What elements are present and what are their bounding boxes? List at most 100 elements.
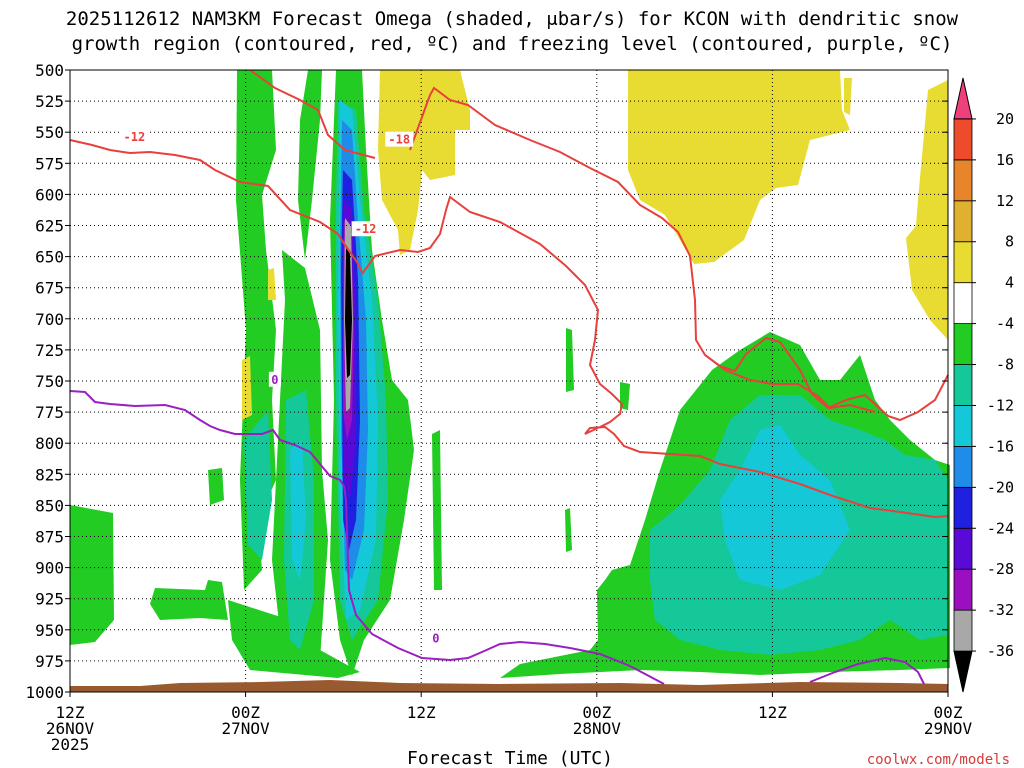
colorbar-label: -16	[987, 437, 1014, 455]
chart-title-line-1: 2025112612 NAM3KM Forecast Omega (shaded…	[66, 8, 959, 30]
freezing-contour-line	[69, 390, 665, 685]
x-tick-label: 12Z	[758, 703, 787, 722]
x-tick-label: 00Z 28NOV	[573, 703, 622, 738]
colorbar-swatch	[953, 241, 973, 284]
y-tick-label: 550	[35, 123, 64, 142]
freezing-level-contours	[69, 390, 925, 685]
colorbar-swatch	[953, 159, 973, 202]
omega-region	[208, 468, 224, 505]
y-tick-label: 500	[35, 61, 64, 80]
colorbar-swatch	[953, 118, 973, 161]
colorbar-label: -36	[987, 642, 1014, 660]
colorbar-swatch	[953, 609, 973, 652]
contour-label: -18	[388, 133, 410, 147]
freezing-contour-line	[809, 656, 925, 685]
x-tick-label-line: 26NOV	[46, 719, 95, 738]
y-tick-label: 625	[35, 217, 64, 236]
y-tick-label: 800	[35, 434, 64, 453]
y-tick-label: 875	[35, 528, 64, 547]
omega-region	[268, 268, 276, 300]
x-tick-label-line: 27NOV	[222, 719, 271, 738]
contour-label: 0	[432, 632, 439, 646]
y-tick-label: 775	[35, 403, 64, 422]
omega-region	[70, 505, 114, 645]
dendritic-contour-line	[409, 86, 949, 422]
omega-region	[620, 382, 630, 410]
y-tick-label: 525	[35, 92, 64, 111]
colorbar-swatch	[953, 445, 973, 488]
x-axis-label: Forecast Time (UTC)	[407, 748, 613, 768]
colorbar-swatch	[953, 405, 973, 447]
y-tick-label: 700	[35, 310, 64, 329]
colorbar-swatch	[953, 568, 973, 611]
colorbar-swatch	[953, 323, 973, 365]
x-tick-label-line: 12Z	[407, 703, 436, 722]
omega-region	[150, 580, 228, 620]
colorbar-swatch	[953, 527, 973, 570]
colorbar-label: 20	[996, 110, 1014, 128]
contour-label-bg	[351, 221, 380, 237]
y-tick-label: 750	[35, 372, 64, 391]
y-tick-label: 950	[35, 621, 64, 640]
colorbar-swatch	[953, 486, 973, 529]
omega-region	[720, 425, 850, 590]
omega-region	[345, 248, 352, 378]
omega-region	[432, 430, 442, 590]
colorbar-label: 4	[1005, 274, 1014, 292]
y-tick-label: 575	[35, 154, 64, 173]
colorbar-label: -32	[987, 601, 1014, 619]
colorbar-label: -4	[996, 315, 1014, 333]
x-tick-label-line: 12Z	[758, 703, 787, 722]
dendritic-contour-line	[704, 354, 876, 413]
colorbar-label: 8	[1005, 233, 1014, 251]
dendritic-contour-line	[361, 195, 949, 519]
contour-label-bg	[120, 129, 149, 145]
x-tick-label-line: 00Z	[231, 703, 260, 722]
chart-title-line-2: growth region (contoured, red, ºC) and f…	[72, 33, 953, 55]
colorbar-swatch	[953, 650, 973, 693]
omega-region	[565, 508, 572, 552]
y-tick-label: 600	[35, 185, 64, 204]
omega-region	[242, 356, 252, 420]
omega-region	[378, 70, 470, 255]
contour-label: 0	[271, 373, 278, 387]
contour-label-bg	[385, 131, 414, 147]
y-tick-label: 650	[35, 248, 64, 267]
colorbar-swatch	[953, 77, 973, 120]
colorbar-swatch	[953, 282, 973, 324]
colorbar-label: -8	[996, 356, 1014, 374]
omega-region	[628, 70, 850, 264]
x-tick-label-line: 28NOV	[573, 719, 622, 738]
colorbar-swatch	[953, 200, 973, 243]
colorbar-label: 12	[996, 192, 1014, 210]
x-tick-label: 00Z 27NOV	[222, 703, 271, 738]
y-tick-label: 850	[35, 496, 64, 515]
colorbar-label: -12	[987, 396, 1014, 414]
y-tick-label: 675	[35, 279, 64, 298]
y-tick-label: 900	[35, 559, 64, 578]
terrain-surface	[70, 680, 948, 692]
colorbar-label: -28	[987, 560, 1014, 578]
colorbar-label: -24	[987, 519, 1014, 537]
y-tick-label: 925	[35, 590, 64, 609]
dendritic-contour-line	[249, 69, 376, 159]
omega-region	[298, 70, 322, 260]
colorbar: 20 16 12 8 4 -4 -8 -12 -16 -20 -24 -28 -32 -36	[953, 77, 1014, 693]
x-tick-label-line: 00Z	[934, 703, 963, 722]
contour-label: -12	[124, 130, 146, 144]
contour-label: -12	[355, 222, 377, 236]
y-tick-label: 1000	[25, 683, 64, 702]
y-tick-label: 825	[35, 465, 64, 484]
omega-region	[244, 410, 272, 560]
contour-label-bg	[429, 630, 442, 646]
credit-text: coolwx.com/models	[867, 752, 1010, 768]
colorbar-label: -20	[987, 478, 1014, 496]
omega-region	[290, 440, 306, 580]
omega-region	[566, 328, 574, 392]
x-tick-label-line: 2025	[51, 735, 90, 754]
y-tick-label: 975	[35, 652, 64, 671]
dendritic-contour-line	[69, 139, 363, 273]
x-tick-label: 00Z 29NOV	[924, 703, 973, 738]
